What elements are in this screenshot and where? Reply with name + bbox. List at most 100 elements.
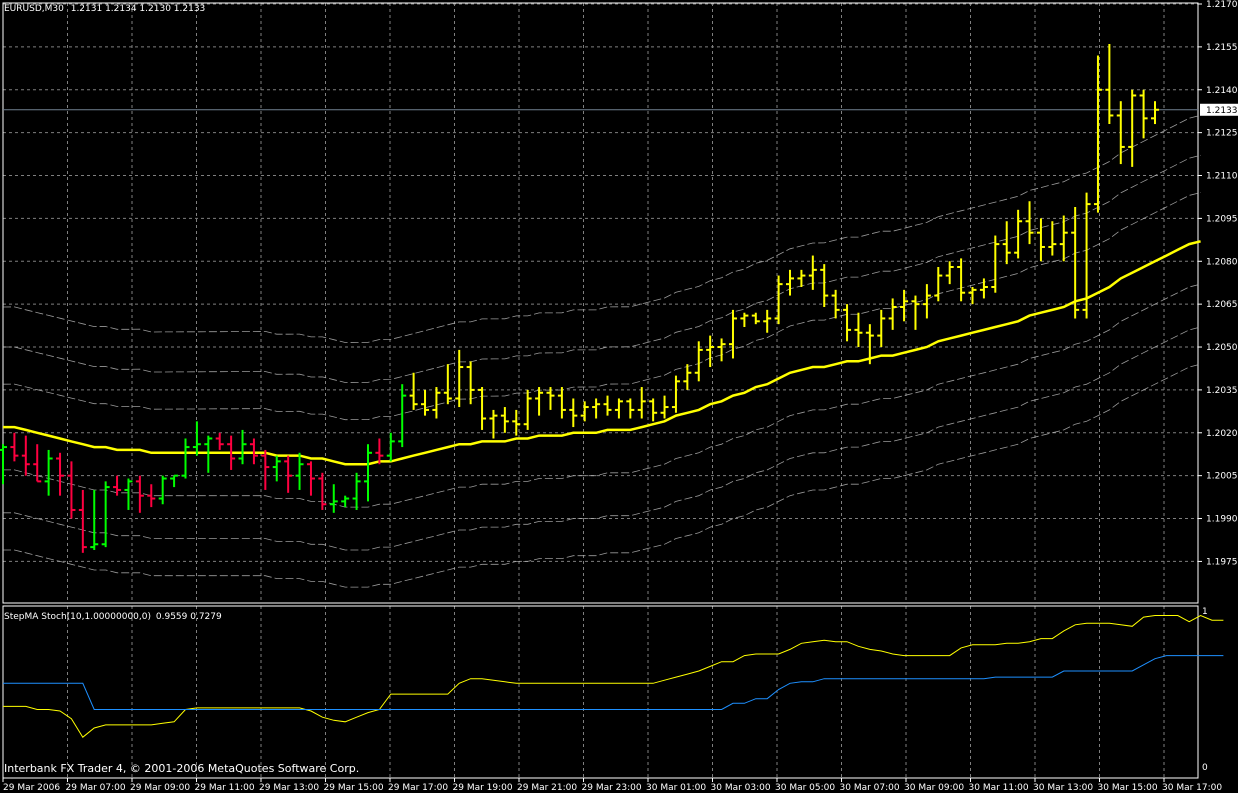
ohlc-bar — [854, 312, 863, 348]
time-axis-label: 29 Mar 11:00 — [195, 783, 255, 793]
ohlc-bar — [637, 387, 646, 419]
ohlc-bar — [432, 387, 441, 419]
ohlc-bar — [204, 435, 213, 473]
ohlc-bar — [626, 398, 635, 419]
time-axis-label: 30 Mar 17:00 — [1162, 783, 1222, 793]
stoch-main-line — [3, 614, 1224, 738]
ohlc-bar — [1116, 101, 1125, 165]
ohlc-bar — [922, 284, 931, 319]
envelope-line — [2, 114, 1201, 343]
ohlc-bar — [979, 278, 988, 299]
ohlc-bar — [295, 452, 304, 490]
ohlc-bar — [580, 401, 589, 422]
indicator-axis-label: 1 — [1202, 607, 1208, 617]
ohlc-bar — [192, 421, 201, 456]
envelope-line — [3, 363, 1201, 588]
ohlc-bar — [614, 398, 623, 419]
current-price-box — [1200, 103, 1238, 116]
ohlc-bar — [843, 304, 852, 342]
ohlc-bar — [67, 461, 76, 519]
ohlc-bar — [21, 435, 30, 476]
ohlc-bar — [683, 364, 692, 390]
indicator-header: StepMA Stoch(10,1.00000000,0) 0.9559 0.7… — [4, 612, 222, 623]
price-axis-label: 1.2140 — [1206, 86, 1238, 96]
symbol-header: EURUSD,M30 1.2131 1.2134 1.2130 1.2133 — [4, 4, 205, 15]
ohlc-bar — [33, 444, 42, 483]
ohlc-bar — [1093, 55, 1102, 213]
time-axis-label: 30 Mar 05:00 — [775, 783, 835, 793]
ohlc-bar — [877, 309, 886, 348]
time-axis-label: 30 Mar 09:00 — [904, 783, 964, 793]
ohlc-bar — [671, 375, 680, 413]
ohlc-bar — [124, 478, 133, 510]
ohlc-bar — [500, 407, 509, 433]
ohlc-bar — [0, 444, 7, 485]
ohlc-bar — [592, 398, 601, 419]
ohlc-bar — [603, 395, 612, 416]
price-axis-label: 1.2065 — [1206, 300, 1238, 310]
grid-lines — [3, 3, 1198, 778]
ohlc-bar — [215, 432, 224, 450]
ohlc-bar — [1036, 218, 1045, 262]
ohlc-bar — [261, 449, 270, 490]
time-axis-label: 30 Mar 07:00 — [840, 783, 900, 793]
time-axis-label: 29 Mar 21:00 — [517, 783, 577, 793]
ohlc-bar — [341, 495, 350, 508]
ohlc-bar — [101, 481, 110, 548]
ohlc-bar — [1014, 209, 1023, 259]
ohlc-bar — [306, 461, 315, 496]
ohlc-bar — [443, 364, 452, 405]
ohlc-bar — [113, 475, 122, 496]
ohlc-bar — [865, 324, 874, 365]
ohlc-bar — [1139, 89, 1148, 139]
ohlc-bar — [945, 261, 954, 285]
ohlc-bar — [728, 309, 737, 359]
symbol-label: EURUSD,M30 — [4, 4, 64, 14]
price-axis-label: 1.2125 — [1206, 129, 1238, 139]
ohlc-bar — [363, 444, 372, 502]
ohlc-bar — [352, 472, 361, 510]
ohlc-bar — [523, 389, 532, 430]
ohlc-bar — [1071, 206, 1080, 319]
stoch-signal-line — [3, 655, 1224, 710]
envelope-bands — [2, 114, 1201, 588]
ohlc-bar — [991, 235, 1000, 293]
ohlc-bar — [512, 409, 521, 436]
copyright-footer: Interbank FX Trader 4, © 2001-2006 MetaQ… — [4, 762, 360, 775]
price-axis-label: 1.2095 — [1206, 214, 1238, 224]
ohlc-bar — [968, 286, 977, 305]
ohlc-bar — [831, 289, 840, 319]
ohlc-bar — [1082, 192, 1091, 319]
envelope-line — [2, 192, 1201, 421]
ohlc-bar — [249, 438, 258, 465]
ohlc-bar — [329, 484, 338, 513]
time-axis-label: 30 Mar 03:00 — [711, 783, 771, 793]
ohlc-bar — [751, 312, 760, 325]
price-axis-label: 1.2080 — [1206, 257, 1238, 267]
ohlc-bar — [797, 269, 806, 287]
ohlc-bar — [158, 475, 167, 505]
ohlc-bar — [1002, 221, 1011, 265]
ohlc-bar — [569, 398, 578, 428]
ohlc-bar — [911, 295, 920, 330]
ohlc-bar — [386, 432, 395, 462]
ohlc-bar — [147, 484, 156, 508]
price-axis-label: 1.2170 — [1206, 0, 1238, 10]
time-axis-label: 29 Mar 13:00 — [259, 783, 319, 793]
ohlc-bar — [694, 341, 703, 382]
ohlc-bar — [318, 472, 327, 510]
ohlc-bar — [10, 432, 19, 462]
ohlc-bar — [135, 475, 144, 513]
price-axis-label: 1.1990 — [1206, 515, 1238, 525]
time-axis-label: 29 Mar 17:00 — [388, 783, 448, 793]
ohlc-bar — [1059, 215, 1068, 262]
time-axis-label: 29 Mar 23:00 — [582, 783, 642, 793]
indicator-name: StepMA Stoch(10,1.00000000,0) — [4, 612, 151, 622]
ohlc-bar — [1048, 221, 1057, 256]
ohlc-bar — [546, 387, 555, 410]
ohlc-values: 1.2131 1.2134 1.2130 1.2133 — [70, 4, 206, 14]
time-axis-label: 30 Mar 01:00 — [646, 783, 706, 793]
ohlc-bar — [272, 455, 281, 482]
envelope-line — [3, 326, 1201, 551]
